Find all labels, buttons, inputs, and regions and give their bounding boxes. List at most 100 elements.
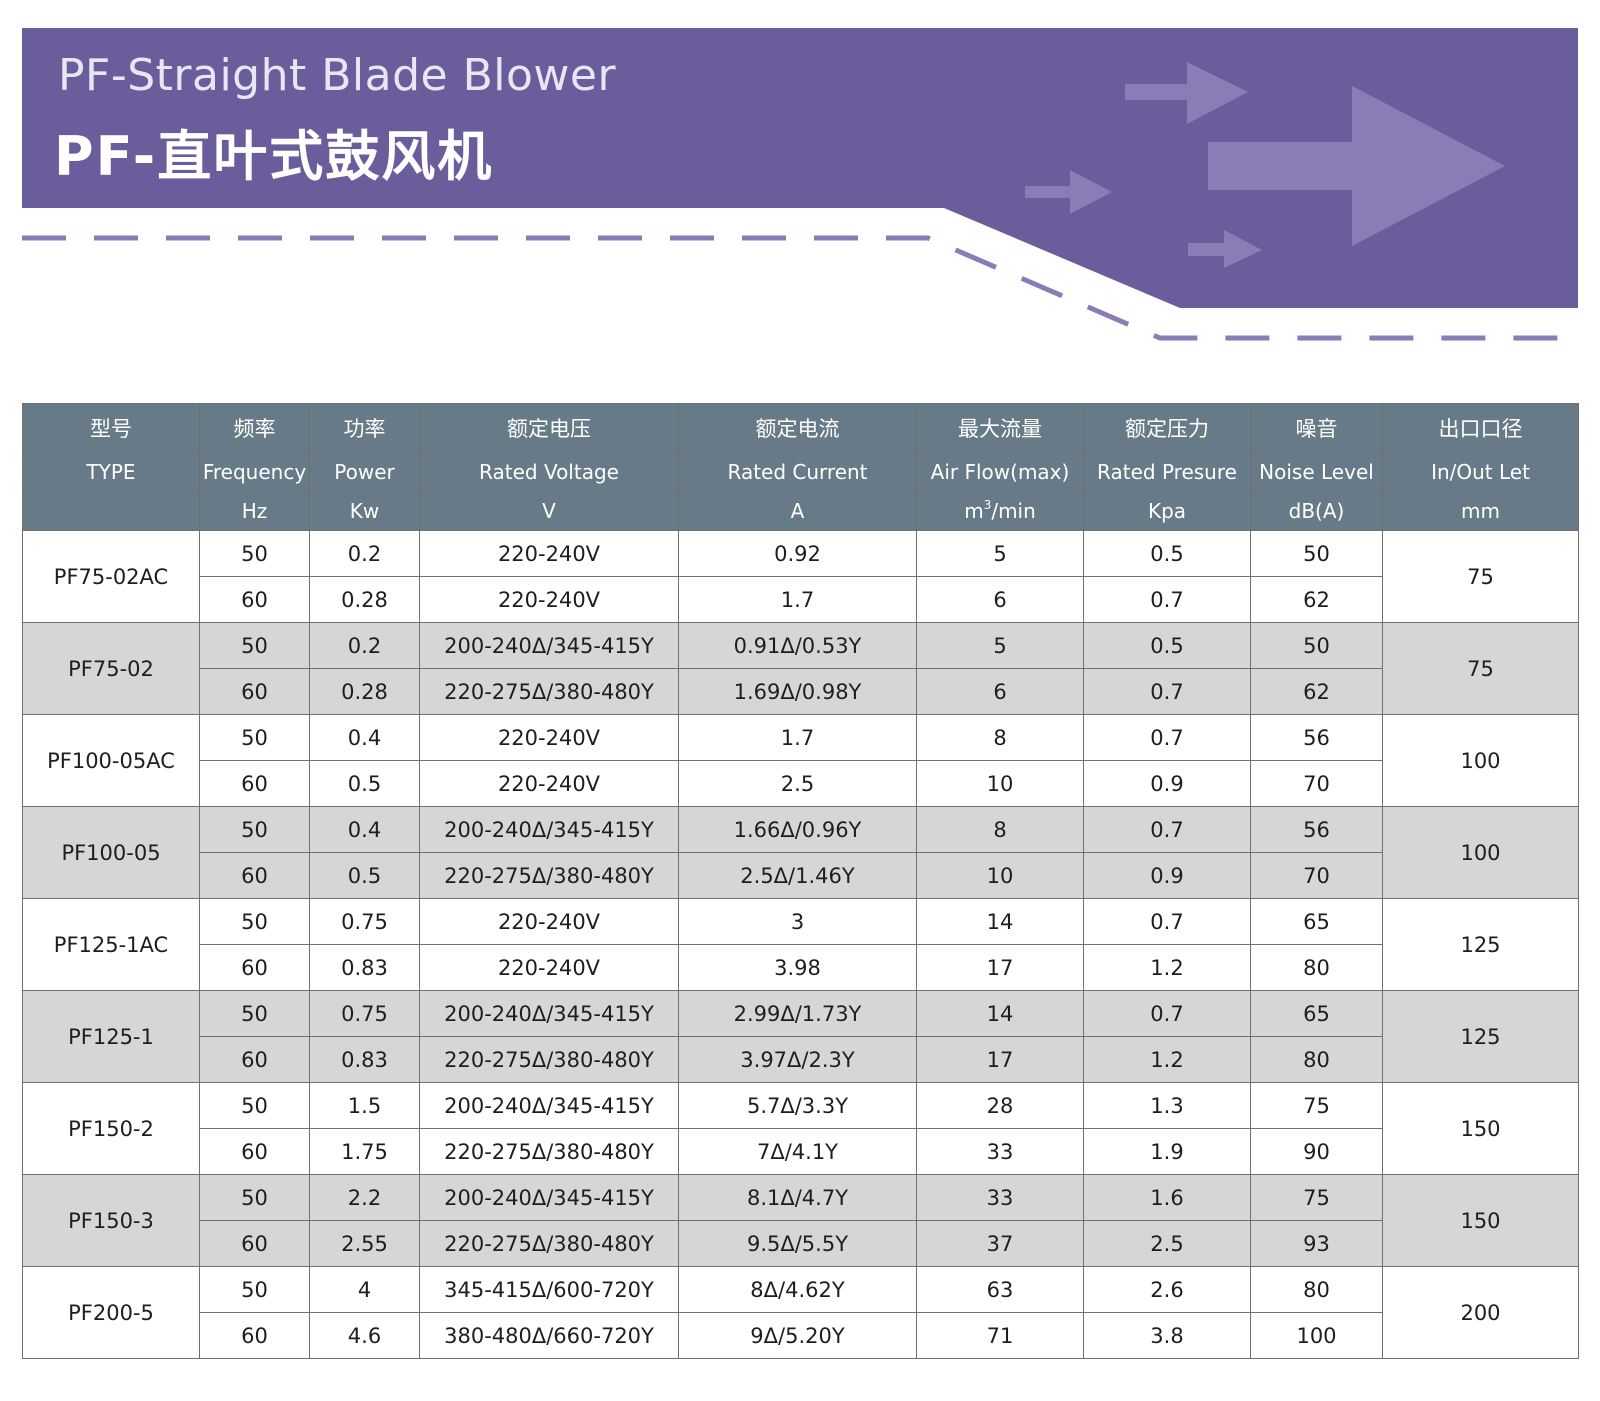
outlet-cell: 200 <box>1382 1266 1579 1359</box>
cell-flow: 33 <box>916 1128 1084 1175</box>
cell-hz: 50 <box>199 898 310 945</box>
header-cell: Air Flow(max) <box>916 452 1084 492</box>
header-cell: 额定电流 <box>678 403 917 453</box>
cell-kw: 4.6 <box>309 1312 420 1359</box>
cell-v: 220-240V <box>419 898 679 945</box>
cell-kpa: 0.7 <box>1083 990 1251 1037</box>
cell-v: 220-240V <box>419 714 679 761</box>
cell-hz: 60 <box>199 1036 310 1083</box>
cell-flow: 10 <box>916 760 1084 807</box>
cell-flow: 71 <box>916 1312 1084 1359</box>
cell-a: 0.92 <box>678 530 917 577</box>
cell-kw: 0.28 <box>309 576 420 623</box>
model-type-cell: PF100-05 <box>22 806 200 899</box>
cell-db: 56 <box>1250 806 1383 853</box>
outlet-cell: 125 <box>1382 990 1579 1083</box>
table-row: PF125-1AC 50 0.75 220-240V 3 14 0.7 65 125 <box>22 898 1579 991</box>
cell-db: 75 <box>1250 1174 1383 1221</box>
cell-a: 7Δ/4.1Y <box>678 1128 917 1175</box>
table-row: 60 0.83 220-275Δ/380-480Y 3.97Δ/2.3Y 17 1.2 80 <box>23 1036 1579 1083</box>
cell-a: 1.66Δ/0.96Y <box>678 806 917 853</box>
cell-a: 1.7 <box>678 576 917 623</box>
table-row: 60 4.6 380-480Δ/660-720Y 9Δ/5.20Y 71 3.8 100 <box>23 1312 1579 1359</box>
cell-kw: 0.4 <box>309 714 420 761</box>
cell-a: 1.69Δ/0.98Y <box>678 668 917 715</box>
cell-kw: 0.83 <box>309 944 420 991</box>
outlet-cell: 100 <box>1382 714 1579 807</box>
cell-hz: 50 <box>199 1174 310 1221</box>
cell-kw: 0.2 <box>309 530 420 577</box>
cell-kpa: 1.2 <box>1083 1036 1251 1083</box>
cell-v: 220-275Δ/380-480Y <box>419 852 679 899</box>
cell-kw: 0.28 <box>309 668 420 715</box>
cell-a: 3.98 <box>678 944 917 991</box>
cell-v: 220-275Δ/380-480Y <box>419 1128 679 1175</box>
cell-kw: 0.5 <box>309 852 420 899</box>
header-cell: 额定电压 <box>419 403 679 453</box>
header-cell: Rated Presure <box>1083 452 1251 492</box>
table-row: PF200-5 50 4 345-415Δ/600-720Y 8Δ/4.62Y 63 2.6… <box>22 1266 1579 1359</box>
cell-db: 50 <box>1250 622 1383 669</box>
model-type-cell: PF75-02 <box>22 622 200 715</box>
cell-hz: 50 <box>199 622 310 669</box>
cell-kw: 1.5 <box>309 1082 420 1129</box>
cell-hz: 60 <box>199 852 310 899</box>
large-arrow-icon <box>1208 86 1505 246</box>
cell-kpa: 1.9 <box>1083 1128 1251 1175</box>
cell-kw: 0.2 <box>309 622 420 669</box>
header-cell: 型号 <box>22 403 200 453</box>
cell-db: 62 <box>1250 576 1383 623</box>
cell-a: 8.1Δ/4.7Y <box>678 1174 917 1221</box>
cell-a: 2.5 <box>678 760 917 807</box>
header-row-english: TYPE Frequency Power Rated Voltage Rated… <box>22 452 1579 492</box>
header-cell: Rated Current <box>678 452 917 492</box>
table-header: 型号 频率 功率 额定电压 额定电流 最大流量 额定压力 噪音 出口口径 TYP… <box>22 403 1579 531</box>
cell-hz: 60 <box>199 576 310 623</box>
cell-flow: 6 <box>916 576 1084 623</box>
cell-v: 200-240Δ/345-415Y <box>419 1082 679 1129</box>
cell-db: 65 <box>1250 990 1383 1037</box>
cell-a: 0.91Δ/0.53Y <box>678 622 917 669</box>
cell-a: 3 <box>678 898 917 945</box>
cell-kw: 0.83 <box>309 1036 420 1083</box>
spec-table: 型号 频率 功率 额定电压 额定电流 最大流量 额定压力 噪音 出口口径 TYP… <box>22 403 1579 1359</box>
cell-flow: 37 <box>916 1220 1084 1267</box>
cell-kw: 0.5 <box>309 760 420 807</box>
cell-kpa: 0.5 <box>1083 530 1251 577</box>
cell-flow: 5 <box>916 530 1084 577</box>
cell-v: 220-275Δ/380-480Y <box>419 668 679 715</box>
unit-cell: mm <box>1382 491 1579 531</box>
unit-cell: V <box>419 491 679 531</box>
cell-v: 200-240Δ/345-415Y <box>419 806 679 853</box>
cell-v: 220-240V <box>419 760 679 807</box>
cell-hz: 60 <box>199 760 310 807</box>
cell-a: 2.99Δ/1.73Y <box>678 990 917 1037</box>
cell-hz: 50 <box>199 714 310 761</box>
header-cell: 最大流量 <box>916 403 1084 453</box>
header-cell: 频率 <box>199 403 310 453</box>
dashed-line <box>22 235 1578 341</box>
cell-kw: 4 <box>309 1266 420 1313</box>
unit-cell: Kpa <box>1083 491 1251 531</box>
table-row: 60 0.5 220-240V 2.5 10 0.9 70 <box>23 760 1579 807</box>
cell-db: 90 <box>1250 1128 1383 1175</box>
cell-hz: 60 <box>199 944 310 991</box>
table-row: PF100-05 50 0.4 200-240Δ/345-415Y 1.66Δ/0.96… <box>22 806 1579 899</box>
header-cell: 功率 <box>309 403 420 453</box>
cell-db: 75 <box>1250 1082 1383 1129</box>
table-row: 60 1.75 220-275Δ/380-480Y 7Δ/4.1Y 33 1.9 90 <box>23 1128 1579 1175</box>
cell-db: 65 <box>1250 898 1383 945</box>
model-type-cell: PF125-1 <box>22 990 200 1083</box>
model-type-cell: PF125-1AC <box>22 898 200 991</box>
table-row: 60 0.28 220-240V 1.7 6 0.7 62 <box>23 576 1579 623</box>
cell-v: 220-275Δ/380-480Y <box>419 1036 679 1083</box>
cell-flow: 33 <box>916 1174 1084 1221</box>
table-row: PF150-3 50 2.2 200-240Δ/345-415Y 8.1Δ/4.7Y 33… <box>22 1174 1579 1267</box>
cell-db: 70 <box>1250 760 1383 807</box>
cell-db: 50 <box>1250 530 1383 577</box>
header-cell: Power <box>309 452 420 492</box>
cell-db: 56 <box>1250 714 1383 761</box>
cell-flow: 8 <box>916 714 1084 761</box>
model-type-cell: PF150-2 <box>22 1082 200 1175</box>
cell-flow: 6 <box>916 668 1084 715</box>
